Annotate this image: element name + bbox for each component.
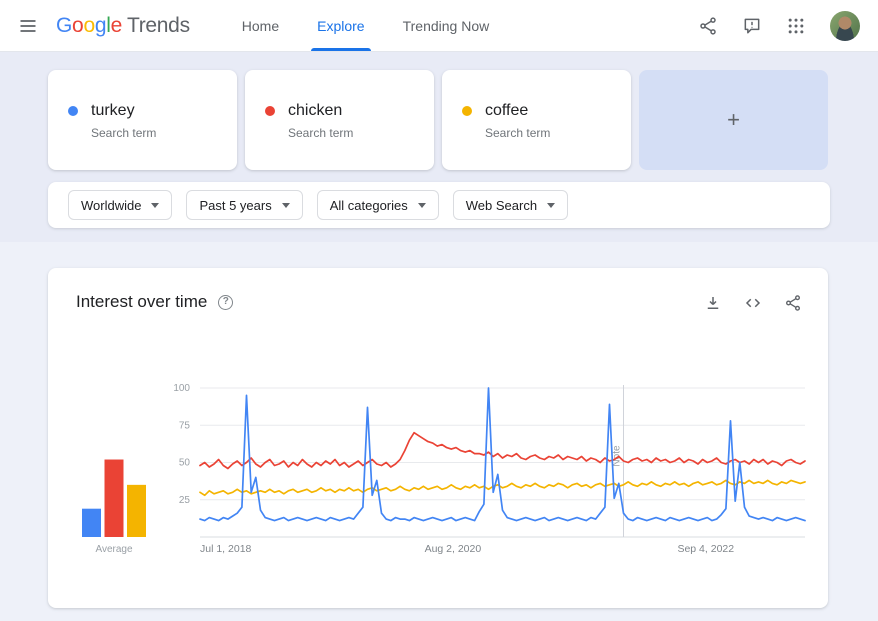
nav-explore-label: Explore bbox=[317, 17, 365, 34]
comparison-cards-row: turkey Search term chicken Search term bbox=[48, 70, 830, 170]
nav-explore[interactable]: Explore bbox=[311, 0, 372, 51]
help-icon[interactable]: ? bbox=[218, 294, 234, 310]
dropdown-caret-icon bbox=[281, 202, 290, 208]
chart-title: Interest over time bbox=[76, 292, 208, 311]
embed-code-icon bbox=[745, 298, 761, 308]
feedback-button[interactable] bbox=[742, 16, 762, 36]
chart-actions bbox=[704, 294, 802, 312]
apps-grid-button[interactable] bbox=[786, 16, 806, 36]
feedback-icon bbox=[744, 18, 760, 33]
filter-region[interactable]: Worldwide bbox=[68, 190, 173, 220]
term-label: chicken bbox=[288, 101, 343, 119]
term-card-turkey[interactable]: turkey Search term bbox=[48, 70, 237, 170]
trends-logo-text: Trends bbox=[126, 13, 190, 37]
term-card-coffee[interactable]: coffee Search term bbox=[442, 70, 631, 170]
embed-button[interactable] bbox=[744, 294, 762, 312]
menu-button[interactable] bbox=[0, 0, 56, 51]
share-chart-button[interactable] bbox=[784, 294, 802, 312]
term-color-dot bbox=[462, 105, 472, 116]
filter-category-label: All categories bbox=[329, 197, 408, 213]
query-section: turkey Search term chicken Search term bbox=[0, 52, 878, 242]
svg-text:Sep 4, 2022: Sep 4, 2022 bbox=[677, 543, 734, 555]
user-avatar[interactable] bbox=[830, 10, 860, 41]
download-icon bbox=[707, 297, 719, 309]
svg-text:Aug 2, 2020: Aug 2, 2020 bbox=[425, 543, 482, 555]
svg-text:75: 75 bbox=[179, 420, 191, 431]
svg-text:Note: Note bbox=[612, 445, 623, 467]
dropdown-caret-icon bbox=[547, 202, 556, 208]
interest-over-time-chart[interactable]: 25 50 75 100 Note Jul 1, 2018 Aug 2, 2020 Sep 4… bbox=[48, 364, 828, 604]
term-color-dot bbox=[68, 105, 78, 116]
term-label: coffee bbox=[485, 101, 529, 119]
google-trends-logo[interactable]: Google Trends bbox=[56, 0, 190, 51]
term-type: Search term bbox=[485, 125, 551, 140]
term-color-dot bbox=[265, 105, 275, 116]
filter-search-type-label: Web Search bbox=[465, 197, 538, 213]
term-type: Search term bbox=[91, 125, 157, 140]
filter-bar: Worldwide Past 5 years All categories We… bbox=[48, 182, 830, 228]
top-bar: Google Trends Home Explore Trending Now bbox=[0, 0, 878, 52]
term-card-chicken[interactable]: chicken Search term bbox=[245, 70, 434, 170]
plus-icon: + bbox=[727, 107, 740, 132]
filter-region-label: Worldwide bbox=[81, 197, 142, 213]
filter-time-range-label: Past 5 years bbox=[199, 197, 272, 213]
top-actions bbox=[698, 0, 878, 51]
google-logo-text: Google bbox=[56, 13, 122, 37]
svg-text:Average: Average bbox=[95, 544, 133, 555]
dropdown-caret-icon bbox=[417, 202, 426, 208]
download-button[interactable] bbox=[704, 294, 722, 312]
share-icon bbox=[700, 16, 716, 35]
main-nav: Home Explore Trending Now bbox=[242, 0, 489, 51]
term-label: turkey bbox=[91, 101, 135, 119]
nav-trending-now[interactable]: Trending Now bbox=[403, 0, 490, 51]
svg-text:Jul 1, 2018: Jul 1, 2018 bbox=[200, 543, 252, 555]
apps-grid-icon bbox=[788, 18, 804, 33]
share-button[interactable] bbox=[698, 16, 718, 36]
share-icon bbox=[786, 295, 800, 311]
filter-category[interactable]: All categories bbox=[316, 190, 439, 220]
add-comparison-card[interactable]: + bbox=[639, 70, 828, 170]
filter-search-type[interactable]: Web Search bbox=[452, 190, 569, 220]
dropdown-caret-icon bbox=[151, 202, 160, 208]
interest-over-time-card: Interest over time ? 25 50 75 100 Note Jul 1,… bbox=[48, 268, 828, 608]
svg-text:25: 25 bbox=[179, 495, 191, 506]
term-type: Search term bbox=[288, 125, 354, 140]
hamburger-icon bbox=[20, 19, 36, 32]
svg-text:100: 100 bbox=[173, 383, 190, 394]
svg-text:50: 50 bbox=[179, 458, 191, 469]
nav-home-label: Home bbox=[241, 17, 280, 34]
nav-trending-now-label: Trending Now bbox=[402, 17, 490, 34]
filter-time-range[interactable]: Past 5 years bbox=[186, 190, 303, 220]
results-section: Interest over time ? 25 50 75 100 Note Jul 1,… bbox=[0, 242, 878, 608]
nav-home[interactable]: Home bbox=[242, 0, 279, 51]
chart-card-header: Interest over time ? bbox=[76, 292, 234, 312]
